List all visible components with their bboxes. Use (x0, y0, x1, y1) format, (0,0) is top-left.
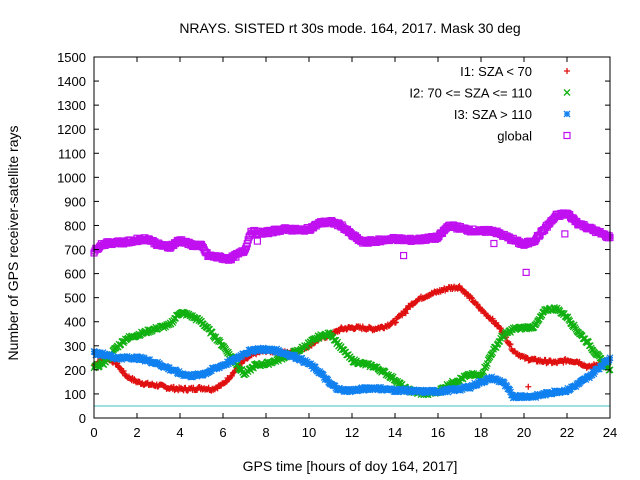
legend-marker (564, 68, 570, 74)
x-tick-label: 24 (603, 425, 617, 440)
legend-label: I3: SZA > 110 (454, 107, 532, 122)
y-tick-label: 1000 (57, 170, 86, 185)
outlier-point (402, 310, 409, 317)
data-point (116, 364, 123, 371)
y-tick-label: 900 (64, 194, 86, 209)
series-1 (90, 303, 614, 399)
outlier-point (522, 268, 530, 276)
data-point (439, 387, 447, 395)
y-tick-label: 0 (79, 411, 86, 426)
series-2 (90, 344, 614, 402)
x-tick-label: 22 (560, 425, 574, 440)
outlier-point (253, 237, 261, 245)
y-tick-label: 300 (64, 339, 86, 354)
data-point (229, 358, 237, 366)
x-tick-label: 12 (345, 425, 359, 440)
data-point (224, 348, 232, 356)
x-tick-label: 18 (474, 425, 488, 440)
x-tick-label: 20 (517, 425, 531, 440)
x-axis: 0 2 4 6 8 10 12 14 16 18 20 22 24 (90, 57, 617, 440)
data-point (120, 367, 127, 374)
data-layer (90, 209, 614, 407)
legend-label: global (497, 129, 532, 144)
data-point (605, 232, 613, 240)
x-tick-label: 2 (133, 425, 140, 440)
y-tick-label: 1100 (58, 146, 86, 161)
legend-label: I1: SZA < 70 (460, 64, 532, 79)
data-point (560, 359, 567, 366)
data-point (469, 295, 476, 302)
data-point (169, 319, 177, 326)
data-point (240, 247, 249, 255)
y-tick-label: 1400 (57, 74, 86, 89)
data-point (241, 245, 250, 253)
legend-label: I2: 70 <= SZA <= 110 (409, 86, 532, 101)
outliers (253, 230, 569, 390)
y-tick-label: 700 (64, 243, 86, 258)
y-tick-label: 500 (64, 291, 86, 306)
outlier-point (561, 230, 569, 238)
data-point (507, 388, 515, 396)
data-point (497, 325, 504, 332)
legend-marker (563, 89, 571, 96)
data-point (298, 354, 306, 362)
x-tick-label: 10 (302, 425, 316, 440)
data-point (605, 356, 613, 364)
data-point (331, 382, 339, 390)
data-point (506, 386, 514, 394)
y-tick-label: 1300 (57, 98, 86, 113)
data-point (319, 371, 327, 379)
data-point (482, 364, 489, 372)
y-tick-label: 1200 (57, 122, 86, 137)
data-point (324, 376, 332, 384)
legend-marker (563, 110, 571, 118)
data-point (146, 356, 154, 364)
x-tick-label: 0 (90, 425, 97, 440)
outlier-point (525, 383, 532, 390)
data-point (191, 314, 199, 322)
data-point (293, 353, 301, 361)
y-tick-label: 600 (64, 267, 86, 282)
legend: I1: SZA < 70 I2: 70 <= SZA <= 110 I3: SZA … (409, 64, 571, 144)
outlier-point (400, 251, 408, 260)
data-point (228, 372, 235, 379)
x-axis-label: GPS time [hours of doy 164, 2017] (243, 458, 458, 474)
data-point (507, 341, 514, 348)
data-point (599, 362, 607, 370)
x-tick-label: 6 (219, 425, 226, 440)
data-point (532, 394, 540, 402)
chart-title: NRAYS. SISTED rt 30s mode. 164, 2017. Ma… (179, 20, 520, 36)
x-tick-label: 14 (388, 425, 402, 440)
y-tick-label: 200 (64, 363, 86, 378)
x-tick-label: 8 (262, 425, 269, 440)
data-point (291, 351, 299, 359)
x-tick-label: 16 (431, 425, 445, 440)
data-point (506, 341, 513, 348)
data-point (392, 319, 399, 326)
y-tick-label: 400 (64, 315, 86, 330)
y-tick-label: 800 (64, 218, 86, 233)
data-point (360, 386, 368, 394)
data-point (243, 240, 251, 248)
legend-marker (563, 131, 571, 140)
x-tick-label: 4 (176, 425, 183, 440)
data-point (590, 370, 598, 378)
y-tick-label: 1500 (57, 50, 86, 65)
data-point (311, 363, 319, 371)
y-axis-label: Number of GPS receiver-satellite rays (5, 126, 21, 361)
outlier-point (490, 239, 498, 248)
y-tick-label: 100 (64, 387, 86, 402)
y-axis: 0 100 200 300 400 500 600 700 800 900 1000 1100 1200… (57, 50, 610, 426)
series-0 (91, 283, 613, 394)
series-3 (90, 209, 614, 264)
